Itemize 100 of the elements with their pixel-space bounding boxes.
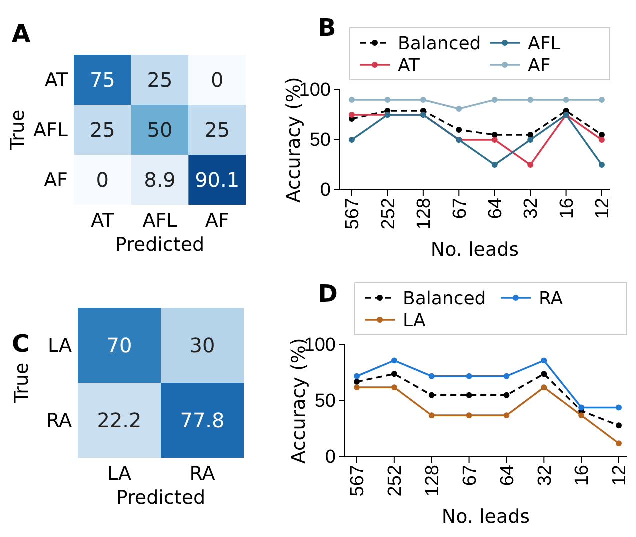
- y-tick-label: AT: [44, 70, 68, 92]
- point: [616, 440, 622, 447]
- x-tick-label: 16: [572, 465, 594, 486]
- x-axis-title: Predicted: [115, 234, 205, 256]
- x-tick-label: AF: [205, 210, 230, 232]
- point: [599, 97, 605, 103]
- data-label: 0: [210, 68, 224, 92]
- y-tick-label: LA: [48, 335, 72, 358]
- x-tick-label: LA: [107, 463, 132, 485]
- y-tick-label: AFL: [33, 120, 68, 142]
- y-tick-label: 50: [314, 391, 336, 412]
- x-tick-label: 32: [521, 198, 542, 220]
- data-label: 30: [190, 334, 216, 358]
- point: [384, 97, 391, 103]
- y-tick-label: 0: [325, 447, 336, 468]
- y-axis-title: True: [7, 110, 29, 152]
- point: [504, 412, 510, 419]
- data-label: 22.2: [97, 408, 142, 432]
- legend-label: LA: [403, 310, 426, 332]
- x-tick-label: 32: [534, 465, 556, 486]
- point: [492, 132, 498, 138]
- legend-label: AFL: [528, 33, 561, 54]
- point: [354, 378, 360, 385]
- x-tick-label: 252: [378, 198, 400, 230]
- point: [456, 106, 462, 112]
- data-label: 90.1: [195, 168, 240, 192]
- point: [599, 137, 605, 143]
- point: [492, 137, 498, 143]
- x-tick-label: 128: [414, 198, 436, 230]
- y-axis-title: True: [11, 362, 33, 404]
- data-label: 8.9: [144, 168, 176, 192]
- point: [428, 373, 435, 380]
- legend-label: Balanced: [403, 288, 486, 310]
- point: [391, 384, 398, 391]
- x-tick-label: 252: [385, 465, 406, 497]
- data-label: 25: [204, 118, 230, 142]
- x-tick-label: 64: [486, 198, 507, 220]
- y-tick-label: 50: [310, 130, 331, 152]
- point: [528, 137, 534, 143]
- chart-title: A: [12, 20, 31, 48]
- point: [599, 132, 605, 138]
- data-label: 25: [90, 118, 116, 142]
- y-tick-label: RA: [46, 410, 72, 432]
- x-axis-title: Predicted: [116, 487, 206, 509]
- legend-label: Balanced: [398, 33, 482, 54]
- point: [466, 373, 472, 380]
- x-tick-label: AFL: [142, 210, 178, 232]
- point: [616, 404, 622, 411]
- text: C: [12, 330, 30, 358]
- point: [349, 97, 355, 103]
- chart-title: B: [318, 14, 336, 42]
- x-tick-label: 567: [342, 198, 364, 230]
- point: [563, 97, 570, 103]
- x-tick-label: 128: [422, 465, 444, 497]
- legend-label: AT: [398, 55, 421, 76]
- legend-label: AF: [528, 55, 551, 76]
- y-tick-label: AF: [44, 170, 68, 192]
- point: [456, 127, 462, 133]
- point: [428, 412, 435, 419]
- data-label: 75: [90, 68, 116, 92]
- x-tick-label: 67: [450, 198, 471, 220]
- point: [528, 132, 534, 138]
- point: [578, 404, 585, 411]
- point: [354, 384, 360, 391]
- x-tick-label: 567: [348, 465, 369, 497]
- point: [420, 97, 426, 103]
- point: [578, 412, 585, 419]
- x-tick-label: AT: [91, 210, 115, 232]
- chart-title: D: [318, 280, 338, 308]
- point: [492, 162, 498, 168]
- point: [541, 384, 548, 391]
- legend-label: RA: [539, 288, 564, 310]
- point: [492, 97, 498, 103]
- x-axis-title: No. leads: [430, 239, 520, 261]
- point: [528, 162, 534, 168]
- x-tick-label: RA: [190, 463, 216, 485]
- point: [541, 371, 548, 378]
- point: [504, 392, 510, 398]
- point: [599, 162, 605, 168]
- point: [504, 373, 510, 380]
- x-tick-label: 12: [610, 465, 631, 486]
- data-label: 50: [147, 118, 173, 142]
- y-tick-label: 0: [320, 180, 331, 202]
- data-label: 25: [147, 68, 173, 92]
- point: [391, 358, 398, 364]
- point: [349, 112, 355, 118]
- point: [466, 392, 472, 398]
- x-tick-label: 12: [592, 198, 614, 220]
- x-tick-label: 16: [556, 198, 578, 220]
- point: [466, 412, 472, 419]
- data-label: 77.8: [180, 408, 225, 432]
- x-tick-label: 67: [460, 465, 481, 486]
- point: [616, 422, 622, 429]
- point: [391, 371, 398, 378]
- x-axis-title: No. leads: [442, 506, 530, 528]
- point: [428, 392, 435, 398]
- x-tick-label: 64: [497, 464, 518, 486]
- point: [541, 358, 548, 364]
- point: [528, 97, 534, 103]
- point: [354, 373, 360, 380]
